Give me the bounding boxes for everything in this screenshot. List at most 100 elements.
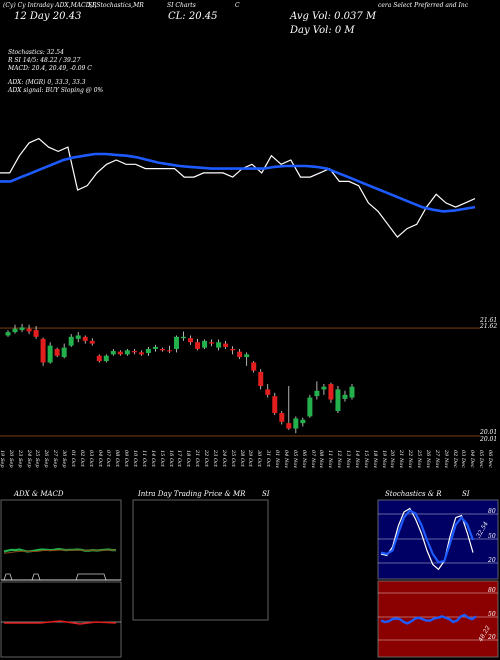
x-axis-date-label: 24 Sep	[25, 450, 32, 468]
price-level-bottom-b: 20.01	[480, 436, 498, 443]
x-axis-date-label: 30 Sep	[61, 450, 68, 468]
candle-body	[321, 386, 327, 390]
x-axis-date-label: 02 Dec	[451, 450, 458, 468]
x-axis-date-label: 01 Nov	[274, 450, 281, 469]
adx-panel-readout: ADX: 0 -DY: 33.33 -DY: 33.33	[4, 504, 92, 511]
x-axis-date-label: 04 Oct	[96, 450, 103, 467]
candle-body	[75, 335, 81, 339]
candle-body	[61, 347, 67, 358]
x-axis-date-label: 08 Oct	[114, 450, 121, 467]
header-title-right: cera Select Preferred and Inc	[378, 2, 469, 9]
candle-body	[223, 343, 229, 347]
x-axis-date-label: 03 Oct	[87, 450, 94, 467]
candle-body	[103, 355, 109, 362]
rsi-panel-frame	[377, 580, 499, 658]
candle-body	[195, 342, 201, 349]
x-axis-date-label: 26 Nov	[424, 450, 431, 469]
candle-body	[279, 413, 285, 422]
day-vol-label: Day Vol: 0 M	[290, 25, 355, 36]
x-axis-date-label: 20 Sep	[7, 450, 14, 468]
x-axis-date-label: 04 Dec	[469, 450, 476, 468]
x-axis-date-label: 23 Sep	[16, 450, 23, 468]
x-axis-date-label: 07 Oct	[105, 450, 112, 467]
candle-body	[349, 386, 355, 398]
candle-body	[89, 340, 95, 344]
x-axis-date-label: 05 Dec	[478, 450, 485, 468]
candle-body	[138, 352, 144, 355]
candle-body	[26, 328, 32, 332]
avg-vol-label: Avg Vol: 0.037 M	[290, 11, 377, 22]
x-axis-date-label: 06 Dec	[487, 450, 493, 468]
candle-body	[244, 354, 250, 358]
intraday-panel-frame	[132, 499, 269, 621]
x-axis-date-label: 05 Nov	[291, 450, 298, 469]
stochastics-line	[380, 507, 474, 571]
candle-body	[145, 348, 151, 354]
candle-body	[47, 345, 53, 363]
x-axis-date-label: 25 Nov	[416, 450, 423, 469]
candle-body	[328, 384, 334, 400]
candle-body	[131, 350, 137, 353]
x-axis-date-label: 21 Nov	[398, 450, 405, 469]
intraday-panel-si: SI	[262, 490, 270, 498]
stochastics-panel-frame	[377, 499, 499, 580]
x-axis-date-label: 19 Sep	[0, 450, 5, 468]
x-axis-date-label: 14 Oct	[149, 450, 156, 467]
x-axis-date-label: 07 Nov	[309, 450, 316, 469]
x-axis-date-label: 14 Nov	[353, 450, 360, 469]
candle-body	[124, 350, 130, 355]
rsi-readout: R SI 14/5: 48.22 / 39.27	[8, 57, 81, 64]
stoch-scale-50: 50	[488, 533, 496, 540]
x-axis-date-label: 08 Nov	[318, 450, 325, 469]
moving-average-line	[0, 152, 476, 213]
candle-body	[314, 390, 320, 397]
candle-body	[265, 389, 271, 395]
x-axis-date-label: 15 Nov	[362, 450, 369, 469]
candle-body	[117, 351, 123, 355]
candle-body	[342, 394, 348, 399]
candle-body	[237, 351, 243, 358]
candle-body	[300, 419, 306, 424]
x-axis-date-label: 13 Nov	[345, 450, 352, 469]
x-axis-date-label: 03 Dec	[460, 450, 467, 468]
candle-body	[33, 330, 39, 337]
candle-body	[173, 336, 179, 349]
candle-body	[251, 362, 257, 371]
x-axis-date-label: 06 Nov	[300, 450, 307, 469]
candle-body	[188, 338, 194, 343]
x-axis-date-label: 29 Nov	[442, 450, 449, 469]
price-level-bottom-a: 20.01	[480, 429, 498, 436]
rsi-scale-20: 20	[488, 634, 496, 641]
x-axis-date-label: 11 Nov	[327, 450, 334, 469]
candle-body	[82, 336, 88, 341]
x-axis-date-label: 25 Oct	[229, 450, 236, 467]
x-axis-date-label: 27 Nov	[433, 450, 440, 469]
x-axis-date-label: 31 Oct	[265, 450, 272, 467]
x-axis-date-label: 11 Oct	[140, 450, 147, 467]
macd-line	[4, 620, 117, 625]
adx-readout: ADX: (MGR) 0, 33.3, 33.3	[8, 79, 86, 86]
x-axis-date-label: 25 Sep	[34, 450, 41, 468]
adx-panel-title: ADX & MACD	[14, 490, 64, 498]
x-axis-date-label: 21 Oct	[194, 450, 201, 467]
rsi-scale-80: 80	[488, 587, 496, 594]
x-axis-date-label: 16 Oct	[167, 450, 174, 467]
candle-body	[307, 397, 313, 417]
rsi-line	[380, 613, 477, 625]
stoch-panel-title: Stochastics & R	[385, 490, 442, 498]
candle-body	[216, 342, 222, 348]
header-title-mid: SI,Stochastics,MR	[88, 2, 144, 9]
price-level-top-a: 21.61	[480, 317, 498, 324]
candle-body	[54, 348, 60, 356]
candle-body	[335, 389, 341, 412]
header-title-charts: SI Charts	[167, 2, 196, 9]
header-title-c: C	[235, 2, 240, 9]
x-axis-date-label: 10 Oct	[132, 450, 139, 467]
macd-readout: MACD: 20.4, 20.49, -0.09 C	[8, 65, 92, 72]
x-axis-date-label: 17 Oct	[176, 450, 183, 467]
adx-line	[3, 547, 116, 553]
stoch-scale-20: 20	[488, 557, 496, 564]
adx-signal-line	[3, 549, 116, 554]
